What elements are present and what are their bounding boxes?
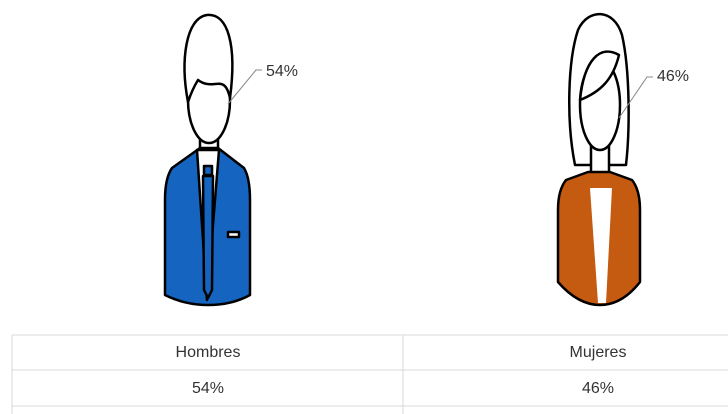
value-label: 54%	[266, 63, 298, 80]
hair	[183, 13, 234, 104]
tie-knot	[202, 164, 214, 177]
table-cell: 54%	[192, 380, 224, 397]
bangs	[578, 50, 621, 102]
figure	[163, 13, 252, 307]
leader-line	[227, 69, 262, 105]
table-header: Mujeres	[570, 344, 627, 361]
figure	[556, 12, 642, 307]
table-cell: 46%	[582, 380, 614, 397]
value-label: 46%	[657, 68, 689, 85]
leader-line	[618, 76, 653, 119]
table-header: Hombres	[176, 344, 241, 361]
table: Hombres Mujeres 54% 46%	[11, 334, 728, 414]
pocket	[226, 230, 241, 239]
shirt	[590, 188, 612, 303]
tie	[201, 174, 215, 300]
